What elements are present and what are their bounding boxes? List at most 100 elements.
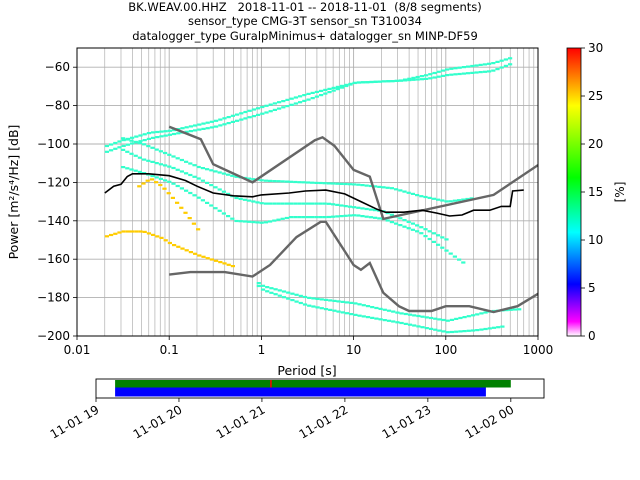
density-cell: [226, 173, 231, 176]
density-cell: [273, 288, 278, 291]
density-cell: [230, 217, 235, 220]
density-cell: [205, 168, 210, 171]
density-cell: [163, 134, 168, 137]
density-cell: [272, 108, 277, 111]
density-cell: [265, 286, 270, 289]
density-cell: [423, 195, 428, 199]
density-cell: [322, 216, 327, 219]
density-cell: [462, 330, 467, 333]
density-cell: [398, 224, 403, 227]
density-cell: [260, 288, 266, 291]
density-cell: [470, 329, 476, 332]
density-cell: [159, 130, 164, 133]
density-cell: [431, 197, 436, 200]
density-cell: [326, 182, 331, 185]
density-cell: [272, 180, 277, 183]
density-cell: [319, 298, 324, 301]
density-cell: [395, 321, 400, 324]
density-cell: [331, 215, 336, 218]
density-cell: [335, 85, 340, 88]
density-cell: [487, 62, 492, 65]
density-cell: [335, 203, 340, 206]
density-cell: [444, 200, 449, 203]
density-cell: [389, 213, 394, 216]
density-cell: [428, 327, 434, 330]
density-cell: [197, 123, 202, 126]
density-cell: [214, 259, 219, 262]
density-cell: [305, 202, 310, 205]
density-cell: [322, 202, 327, 205]
density-cell: [163, 151, 168, 155]
density-cell: [327, 91, 332, 94]
density-cell: [294, 300, 299, 303]
density-cell: [314, 181, 319, 184]
density-cell: [268, 110, 273, 113]
density-cell: [310, 202, 315, 205]
density-cell: [454, 317, 459, 320]
density-cell: [137, 170, 142, 173]
density-cell: [386, 319, 392, 322]
density-cell: [150, 146, 155, 149]
density-cell: [385, 212, 390, 215]
density-cell: [361, 315, 366, 318]
density-cell: [344, 301, 350, 304]
density-cell: [141, 182, 146, 185]
density-cell: [386, 80, 391, 83]
density-cell: [230, 120, 235, 123]
density-cell: [180, 247, 185, 250]
density-cell: [213, 170, 218, 173]
density-cell: [134, 230, 139, 233]
density-cell: [138, 230, 143, 233]
density-cell: [264, 104, 269, 107]
density-cell: [377, 217, 382, 220]
colorbar: [566, 47, 582, 337]
density-cell: [382, 80, 387, 83]
density-cell: [512, 308, 518, 311]
density-cell: [133, 154, 138, 157]
density-cell: [406, 220, 411, 223]
colorbar-tick-label: 5: [588, 281, 596, 295]
density-cell: [374, 317, 379, 320]
density-cell: [285, 98, 290, 101]
density-cell: [356, 81, 361, 84]
y-tick-label: −200: [37, 329, 70, 343]
density-cell: [151, 136, 156, 139]
density-cell: [352, 206, 357, 209]
density-cell: [175, 201, 180, 204]
density-cell: [339, 204, 344, 207]
density-cell: [256, 107, 261, 110]
density-cell: [192, 175, 197, 178]
density-cell: [290, 292, 295, 295]
density-cell: [416, 314, 421, 318]
density-cell: [448, 252, 453, 255]
density-cell: [319, 89, 324, 92]
density-cell: [235, 119, 240, 122]
density-cell: [452, 255, 457, 258]
density-cell: [382, 308, 387, 311]
density-cell: [499, 66, 504, 69]
density-cell: [373, 216, 378, 219]
density-cell: [184, 172, 189, 175]
density-cell: [284, 202, 289, 205]
x-tick-label: 10: [346, 343, 361, 357]
density-cell: [154, 148, 159, 151]
density-cell: [234, 219, 239, 223]
noise-models: [168, 125, 538, 314]
density-cell: [432, 71, 437, 75]
density-cell: [137, 156, 142, 159]
density-cell: [301, 202, 306, 205]
density-cell: [423, 228, 428, 231]
density-cell: [142, 133, 147, 136]
density-cell: [453, 67, 458, 70]
density-cell: [222, 117, 227, 120]
density-cell: [196, 177, 201, 180]
density-cell: [423, 235, 428, 238]
density-cell: [315, 297, 320, 300]
density-cell: [184, 189, 189, 192]
density-cell: [281, 296, 287, 299]
density-cell: [263, 202, 268, 205]
density-cell: [142, 158, 147, 161]
density-cell: [188, 251, 193, 254]
density-cell: [218, 118, 223, 121]
timeline-tick-label: 11-01 23: [380, 402, 434, 441]
